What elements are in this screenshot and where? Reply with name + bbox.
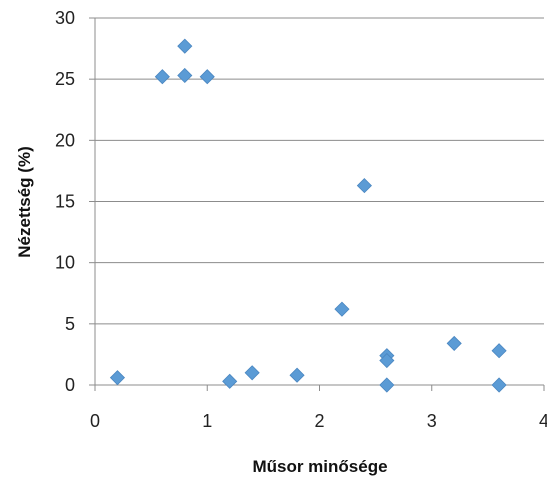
data-point (199, 69, 215, 85)
data-point (491, 377, 507, 393)
gridlines (95, 17, 544, 325)
data-point (446, 335, 462, 351)
data-point (244, 365, 260, 381)
axes (89, 17, 545, 391)
data-point (356, 178, 372, 194)
y-tick-label: 20 (55, 130, 75, 150)
y-tick-label: 10 (55, 253, 75, 273)
data-points (109, 38, 507, 393)
x-axis-title: Műsor minősége (252, 457, 387, 476)
data-point (334, 301, 350, 317)
y-tick-label: 25 (55, 69, 75, 89)
y-tick-label: 15 (55, 192, 75, 212)
data-point (154, 69, 170, 85)
x-tick-label: 0 (90, 411, 100, 431)
data-point (222, 373, 238, 389)
data-point (177, 38, 193, 54)
y-tick-label: 5 (65, 314, 75, 334)
x-tick-label: 4 (539, 411, 547, 431)
data-point (109, 370, 126, 386)
data-point (177, 67, 193, 84)
data-point (491, 343, 507, 359)
x-tick-label: 1 (202, 411, 212, 431)
data-point (379, 377, 395, 393)
data-point (289, 367, 305, 383)
x-tick-label: 3 (427, 411, 437, 431)
y-axis-title: Nézettség (%) (15, 146, 34, 257)
y-tick-label: 0 (65, 375, 75, 395)
data-point (379, 352, 395, 369)
tick-labels: 0 5 10 15 20 25 30 0 1 2 3 4 (55, 8, 547, 431)
x-tick-label: 2 (314, 411, 324, 431)
y-tick-label: 30 (55, 8, 75, 28)
